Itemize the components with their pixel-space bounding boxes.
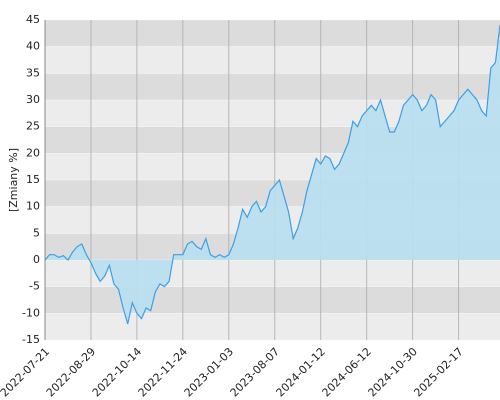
area: [45, 25, 500, 324]
y-tick-label: 5: [33, 226, 40, 239]
band: [45, 20, 500, 47]
band: [45, 46, 500, 74]
y-tick-label: 25: [26, 120, 40, 133]
y-tick-label: 40: [26, 40, 40, 53]
band: [45, 313, 500, 340]
y-tick-label: 45: [26, 13, 40, 26]
band: [45, 286, 500, 314]
y-tick-label: 35: [26, 66, 40, 79]
y-tick-label: 30: [26, 93, 40, 106]
y-tick-label: 10: [26, 200, 40, 213]
y-tick-label: -5: [29, 280, 40, 293]
y-tick-label: -10: [22, 306, 40, 319]
y-tick-label: 20: [26, 146, 40, 159]
line: [44, 25, 500, 325]
x-tick-label: 2025-02-17: [411, 345, 465, 399]
y-tick-label: -15: [22, 333, 40, 346]
y-tick-label: 0: [33, 253, 40, 266]
band: [45, 73, 500, 100]
y-tick-label: 15: [26, 173, 40, 186]
y-axis-label: [Zmiany %]: [7, 148, 20, 212]
